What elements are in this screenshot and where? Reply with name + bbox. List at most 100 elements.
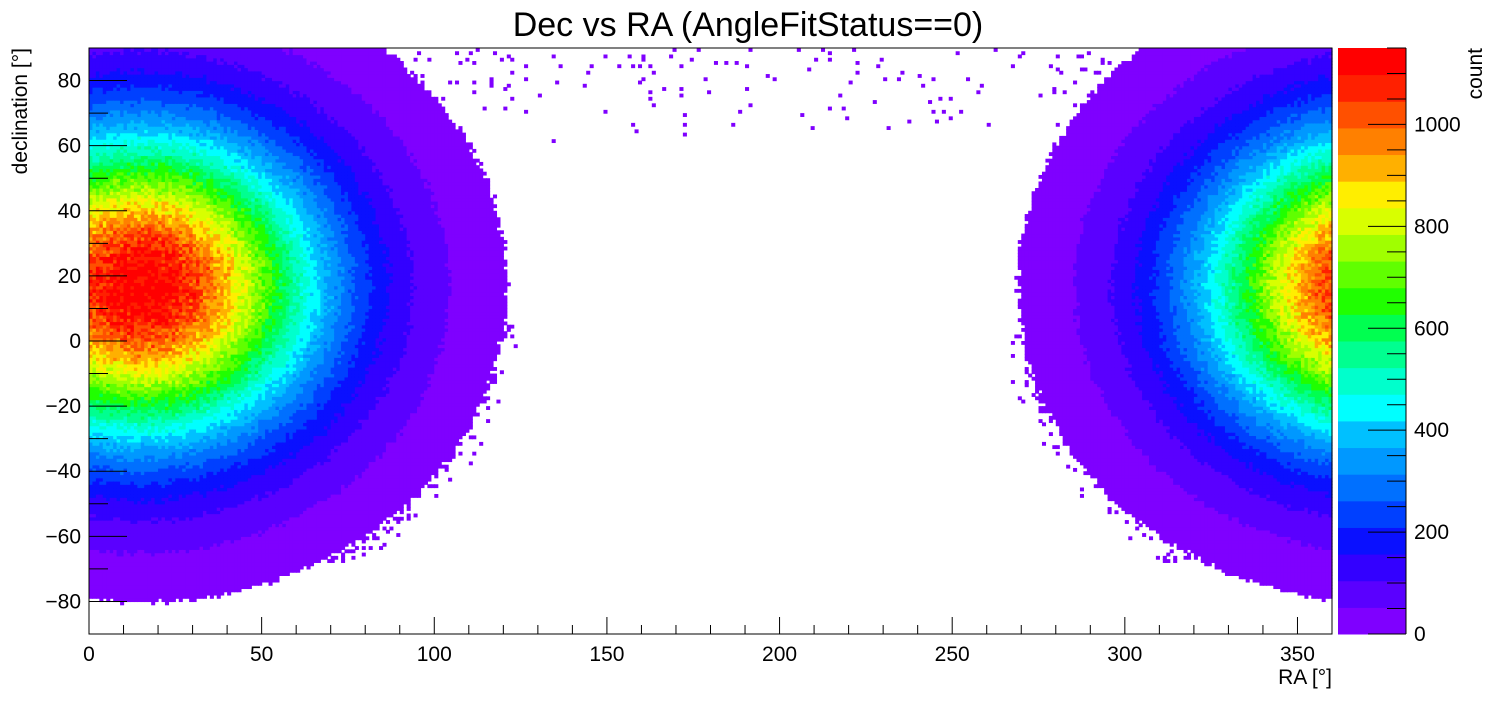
heatmap-cell <box>126 419 132 423</box>
heatmap-cell <box>113 464 118 469</box>
heatmap-cell <box>99 139 104 144</box>
heatmap-cell <box>123 432 128 437</box>
heatmap-cell <box>137 113 142 117</box>
heatmap-cell <box>109 158 114 163</box>
heatmap-cell <box>140 487 145 492</box>
heatmap-cell <box>126 474 132 479</box>
heatmap-cell <box>137 311 142 316</box>
heatmap-cell <box>109 305 114 310</box>
heatmap-cell <box>130 275 135 280</box>
heatmap-cell <box>123 526 128 531</box>
heatmap-cell <box>95 90 100 95</box>
heatmap-cell <box>92 233 97 238</box>
heatmap-cell <box>106 119 111 124</box>
heatmap-cell <box>137 490 142 495</box>
heatmap-cell <box>109 572 114 576</box>
heatmap-cell <box>113 555 118 560</box>
heatmap-cell <box>137 233 142 238</box>
heatmap-cell <box>123 467 128 472</box>
heatmap-cell <box>95 285 100 290</box>
heatmap-cell <box>116 295 121 300</box>
heatmap-cell <box>99 389 104 394</box>
heatmap-cell <box>109 477 114 482</box>
heatmap-cell <box>113 360 118 365</box>
heatmap-cell <box>99 331 104 336</box>
heatmap-cell <box>140 230 145 235</box>
heatmap-cell <box>95 380 100 384</box>
heatmap-cell <box>102 448 107 453</box>
heatmap-cell <box>140 139 145 144</box>
heatmap-cell <box>92 373 97 378</box>
heatmap-cell <box>116 598 121 603</box>
heatmap-cell <box>102 529 107 534</box>
heatmap-cell <box>102 425 107 430</box>
heatmap-cell <box>123 292 128 297</box>
heatmap-cell <box>95 562 100 567</box>
heatmap-cell <box>126 233 132 238</box>
heatmap-cell <box>137 292 142 297</box>
heatmap-cell <box>116 552 121 557</box>
heatmap-cell <box>113 529 118 534</box>
heatmap-cell <box>120 214 125 218</box>
heatmap-cell <box>116 48 121 52</box>
heatmap-cell <box>95 396 100 401</box>
heatmap-cell <box>95 585 100 590</box>
heatmap-cell <box>106 432 111 437</box>
heatmap-cell <box>92 119 97 124</box>
heatmap-cell <box>95 220 100 225</box>
heatmap-cell <box>140 174 145 179</box>
heatmap-cell <box>102 51 107 56</box>
heatmap-cell <box>89 223 94 228</box>
heatmap-cell <box>140 445 145 450</box>
heatmap-cell <box>102 549 107 554</box>
heatmap-cell <box>109 207 114 212</box>
heatmap-cell <box>113 292 118 297</box>
heatmap-cell <box>102 266 107 270</box>
heatmap-cell <box>109 119 114 124</box>
heatmap-cell <box>89 275 94 280</box>
heatmap-cell <box>95 415 100 420</box>
heatmap-cell <box>92 259 97 264</box>
heatmap-cell <box>89 347 94 352</box>
heatmap-cell <box>102 139 107 144</box>
heatmap-cell <box>116 292 121 297</box>
heatmap-cell <box>130 445 135 450</box>
heatmap-cell <box>137 204 142 209</box>
heatmap-cell <box>109 539 114 544</box>
heatmap-cell <box>106 507 111 511</box>
heatmap-cell <box>113 236 118 241</box>
heatmap-cell <box>102 402 107 407</box>
heatmap-cell <box>116 87 121 91</box>
heatmap-cell <box>137 197 142 202</box>
heatmap-cell <box>106 373 111 378</box>
heatmap-cell <box>123 383 128 388</box>
heatmap-cell <box>106 204 111 209</box>
heatmap-cell <box>113 184 118 189</box>
heatmap-cell <box>109 441 114 446</box>
heatmap-cell <box>99 220 104 225</box>
heatmap-cell <box>99 178 104 183</box>
heatmap-cell <box>126 357 132 362</box>
heatmap-cell <box>130 552 135 557</box>
heatmap-cell <box>109 214 114 218</box>
heatmap-cell <box>123 568 128 573</box>
heatmap-cell <box>89 507 94 511</box>
heatmap-cell <box>89 474 94 479</box>
heatmap-cell <box>92 194 97 199</box>
heatmap-cell <box>113 341 118 345</box>
heatmap-cell <box>130 451 135 456</box>
heatmap-cell <box>137 432 142 437</box>
heatmap-cell <box>102 594 107 599</box>
heatmap-cell <box>92 311 97 316</box>
heatmap-cell <box>89 90 94 95</box>
heatmap-cell <box>120 549 125 554</box>
heatmap-cell <box>126 230 132 235</box>
heatmap-cell <box>102 67 107 72</box>
heatmap-cell <box>140 126 145 130</box>
heatmap-cell <box>106 314 111 319</box>
heatmap-cell <box>116 402 121 407</box>
heatmap-cell <box>89 165 94 170</box>
heatmap-cell <box>95 161 100 166</box>
heatmap-cell <box>126 406 132 410</box>
heatmap-cell <box>116 363 121 368</box>
